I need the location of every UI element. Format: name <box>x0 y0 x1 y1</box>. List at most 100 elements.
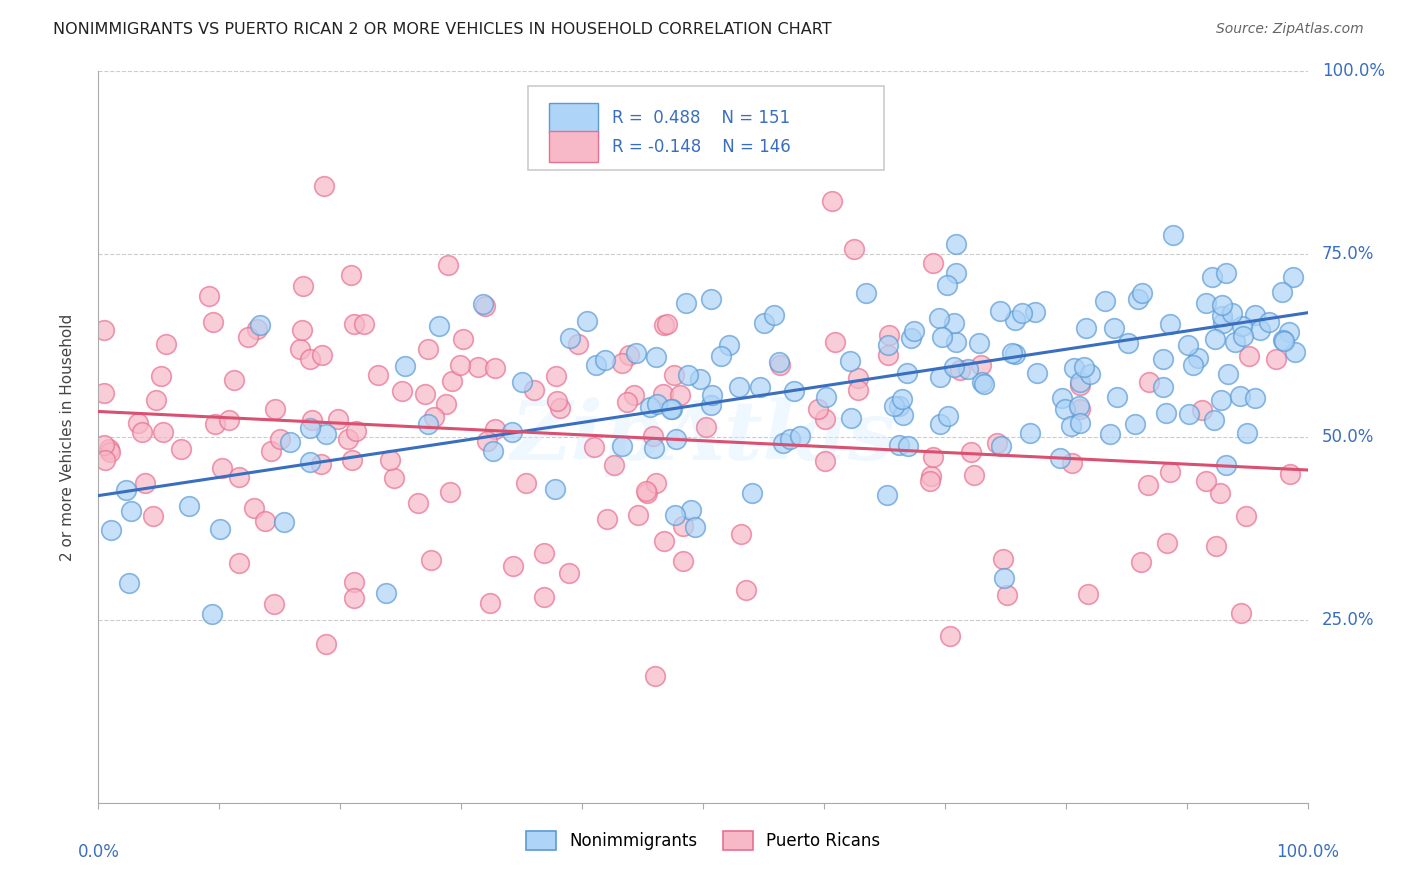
Point <box>301 413 323 427</box>
Point <box>1232 329 1254 343</box>
Point <box>1098 426 1121 441</box>
Point <box>343 575 366 590</box>
Point <box>353 317 375 331</box>
Point <box>664 508 686 523</box>
Point <box>641 429 664 443</box>
Point <box>1026 366 1049 380</box>
Point <box>683 519 706 533</box>
Point <box>943 316 966 330</box>
Point <box>1230 319 1253 334</box>
Point <box>544 482 567 496</box>
Point <box>1156 536 1178 550</box>
Point <box>315 426 337 441</box>
Point <box>1159 465 1181 479</box>
Point <box>343 318 366 332</box>
Point <box>1000 345 1022 359</box>
Point <box>772 436 794 450</box>
Point <box>1191 403 1213 417</box>
Point <box>263 401 285 416</box>
Point <box>643 442 665 456</box>
Point <box>576 314 599 328</box>
Point <box>1264 352 1286 367</box>
Point <box>1069 416 1091 430</box>
Point <box>897 438 920 452</box>
Point <box>1105 391 1128 405</box>
Point <box>1215 266 1237 280</box>
Point <box>1123 417 1146 432</box>
Point <box>93 438 115 452</box>
Point <box>1054 401 1077 416</box>
Point <box>876 337 898 351</box>
Point <box>593 352 616 367</box>
Point <box>1011 306 1033 320</box>
Point <box>973 376 995 391</box>
Point <box>1060 456 1083 470</box>
Point <box>1177 407 1199 421</box>
Point <box>945 236 967 251</box>
Point <box>533 590 555 604</box>
Point <box>1220 305 1243 319</box>
Point <box>93 385 115 400</box>
Point <box>367 368 389 383</box>
Point <box>246 322 269 336</box>
Point <box>169 442 191 456</box>
Point <box>269 432 291 446</box>
Point <box>681 503 703 517</box>
Point <box>921 450 943 465</box>
Point <box>938 629 960 643</box>
Point <box>326 412 349 426</box>
Point <box>479 596 502 610</box>
Point <box>814 412 837 426</box>
Text: R = -0.148    N = 146: R = -0.148 N = 146 <box>613 137 792 155</box>
Point <box>945 266 967 280</box>
Point <box>222 373 245 387</box>
Point <box>1024 305 1046 319</box>
Point <box>1229 389 1251 403</box>
Point <box>995 588 1018 602</box>
Point <box>474 299 496 313</box>
Point <box>920 468 942 483</box>
Point <box>769 358 792 372</box>
Point <box>695 420 717 434</box>
Point <box>98 444 121 458</box>
Point <box>963 468 986 483</box>
Point <box>515 475 537 490</box>
Point <box>427 319 450 334</box>
Point <box>477 434 499 449</box>
Point <box>1069 399 1091 413</box>
Point <box>842 242 865 256</box>
Point <box>969 358 991 372</box>
Point <box>451 332 474 346</box>
Point <box>1211 309 1233 323</box>
Point <box>931 329 953 343</box>
Point <box>990 303 1012 318</box>
Point <box>1094 293 1116 308</box>
Point <box>824 335 846 350</box>
Point <box>700 292 723 306</box>
Point <box>419 553 441 567</box>
Point <box>177 499 200 513</box>
Point <box>228 470 250 484</box>
Point <box>665 432 688 446</box>
Point <box>120 503 142 517</box>
Point <box>763 308 786 322</box>
Point <box>134 476 156 491</box>
Point <box>846 370 869 384</box>
Point <box>340 453 363 467</box>
Point <box>1202 413 1225 427</box>
Text: R =  0.488    N = 151: R = 0.488 N = 151 <box>613 109 790 127</box>
Text: 50.0%: 50.0% <box>1322 428 1375 446</box>
Point <box>1234 508 1257 523</box>
Point <box>585 359 607 373</box>
Point <box>198 289 221 303</box>
Point <box>204 417 226 431</box>
Point <box>993 571 1015 585</box>
Point <box>1177 338 1199 352</box>
Point <box>413 387 436 401</box>
Point <box>644 669 666 683</box>
Point <box>311 348 333 362</box>
Point <box>1211 297 1233 311</box>
Point <box>291 278 314 293</box>
Point <box>896 366 918 380</box>
Point <box>299 455 322 469</box>
